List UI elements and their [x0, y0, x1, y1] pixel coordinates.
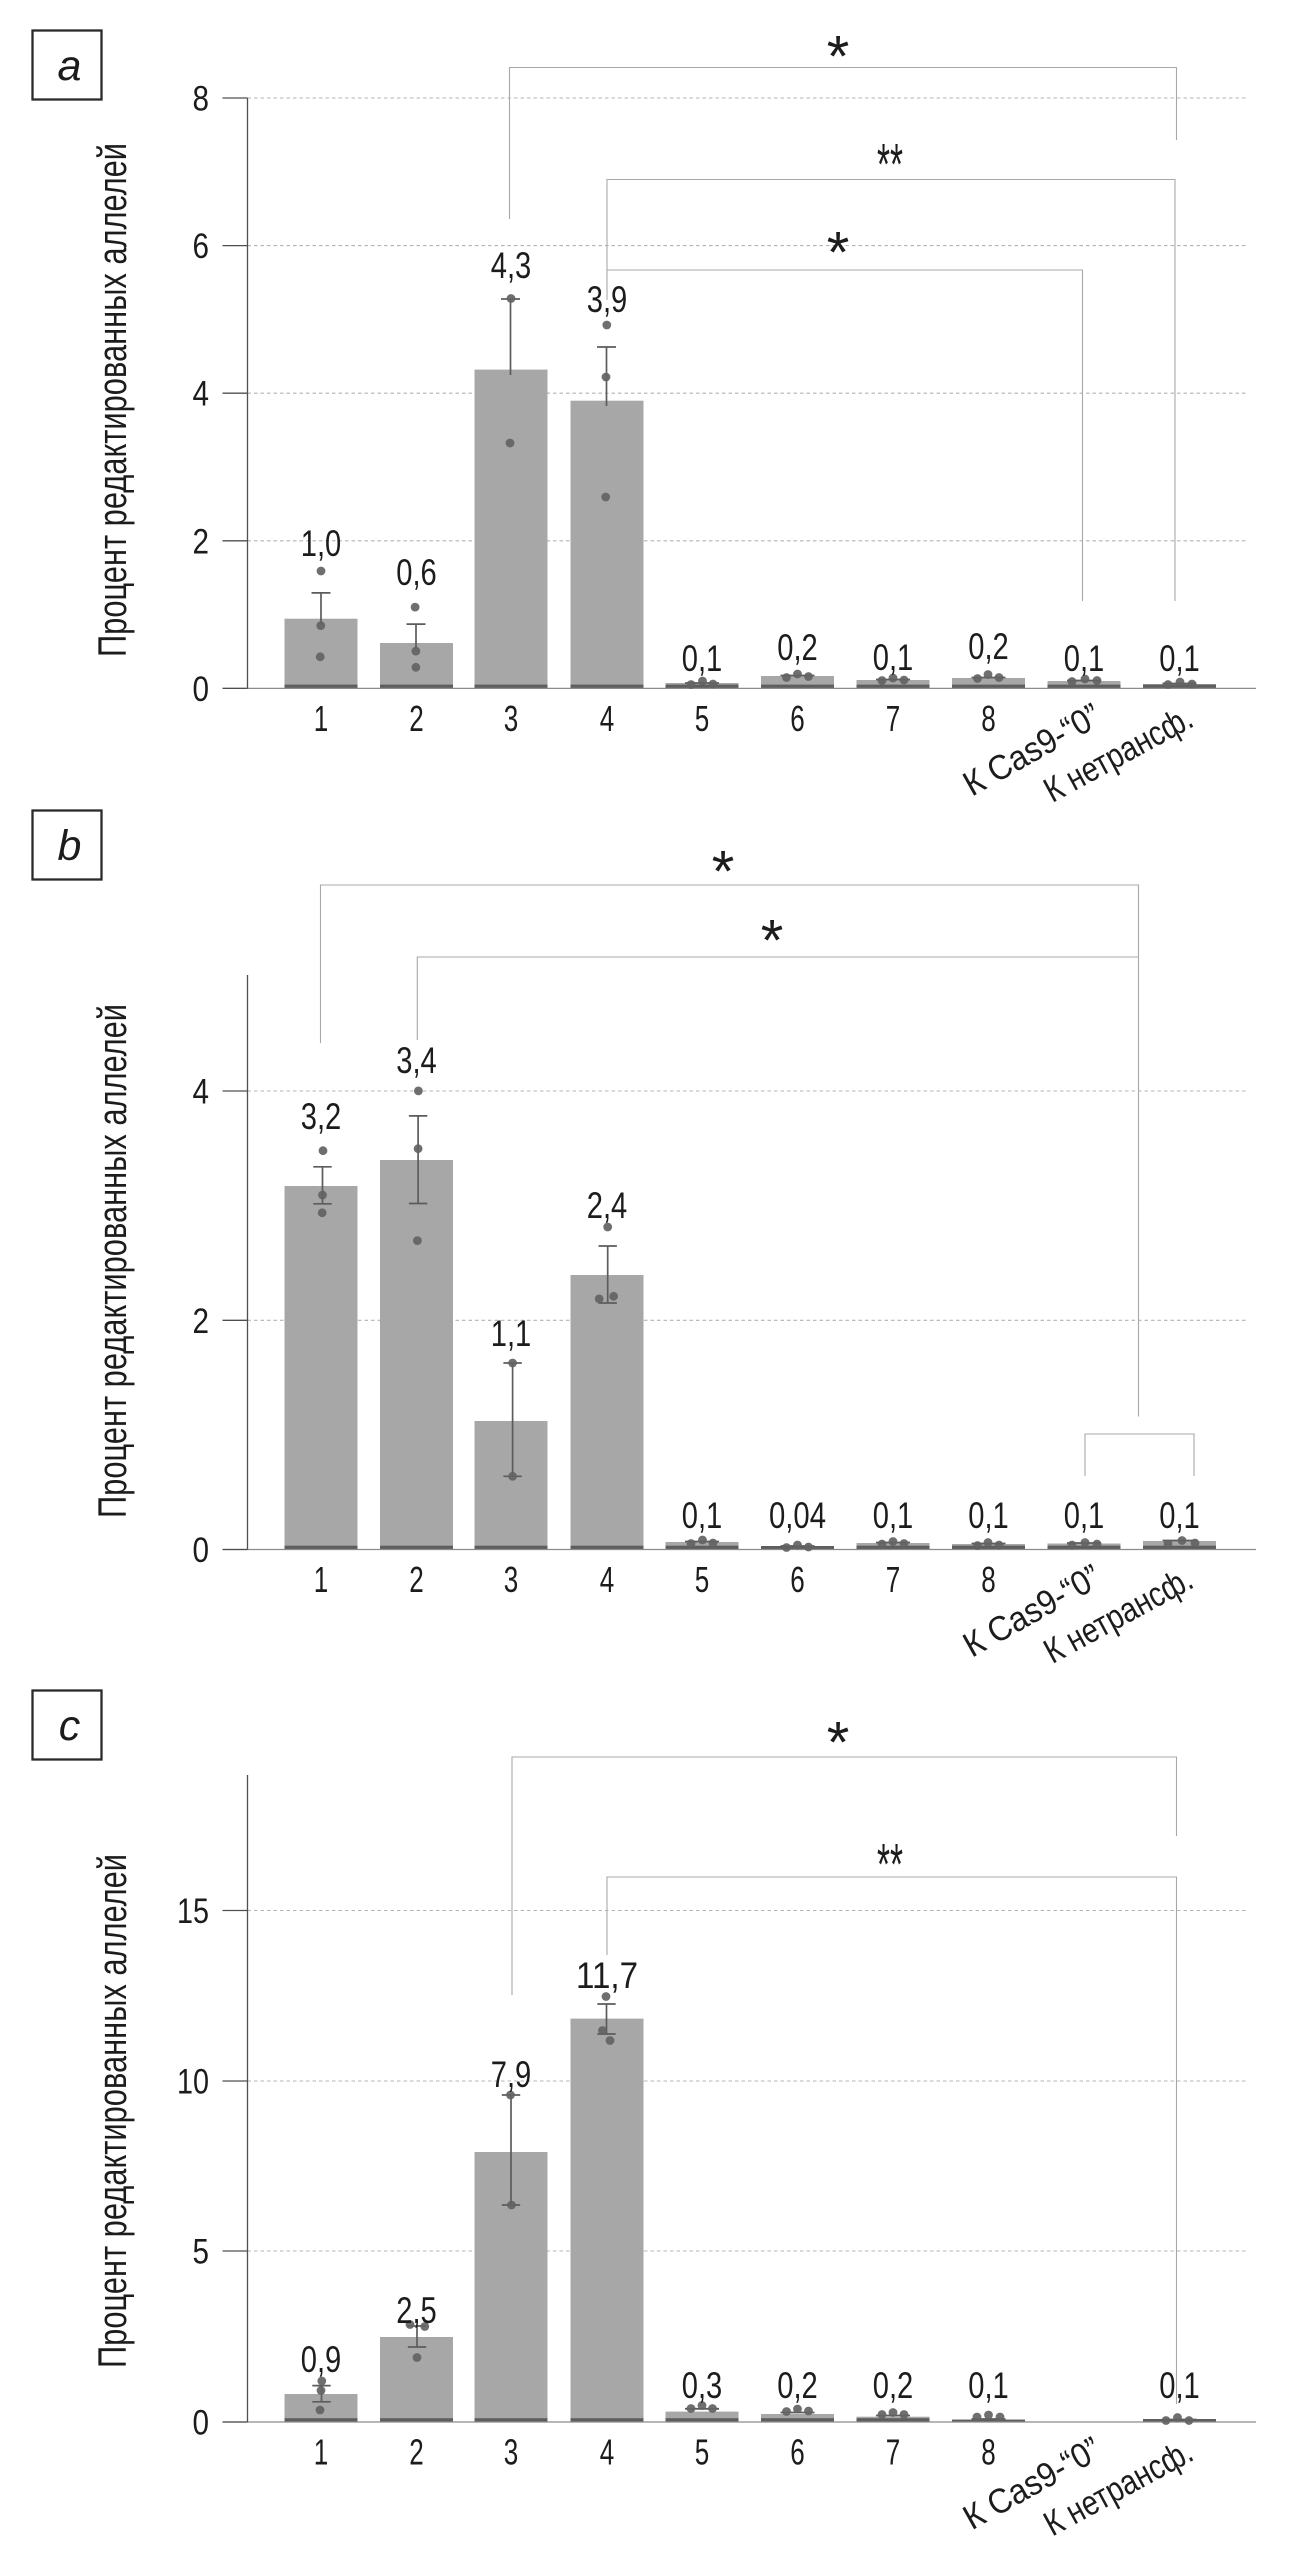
svg-text:0,1: 0,1 — [968, 2365, 1009, 2406]
svg-text:3,9: 3,9 — [587, 279, 628, 320]
svg-text:*: * — [827, 1711, 850, 1776]
svg-text:4: 4 — [600, 698, 615, 739]
svg-text:0,2: 0,2 — [873, 2365, 914, 2406]
svg-text:5: 5 — [695, 2432, 710, 2473]
svg-text:4: 4 — [193, 375, 210, 414]
svg-text:4: 4 — [193, 1073, 210, 1112]
svg-text:8: 8 — [981, 1559, 996, 1600]
svg-text:0,2: 0,2 — [968, 626, 1009, 667]
svg-text:0,04: 0,04 — [769, 1495, 826, 1536]
svg-text:0,1: 0,1 — [682, 1495, 723, 1536]
svg-text:2: 2 — [193, 522, 210, 561]
svg-text:c: c — [59, 1702, 81, 1750]
svg-text:1: 1 — [314, 1559, 329, 1600]
svg-text:1: 1 — [314, 698, 329, 739]
svg-text:0,1: 0,1 — [873, 1495, 914, 1536]
svg-text:3,4: 3,4 — [396, 1040, 437, 1081]
svg-text:6: 6 — [790, 698, 805, 739]
svg-text:0,3: 0,3 — [682, 2365, 723, 2406]
svg-text:4,3: 4,3 — [491, 245, 532, 286]
svg-text:3: 3 — [504, 2432, 519, 2473]
svg-text:*: * — [712, 840, 735, 905]
svg-text:*: * — [827, 25, 850, 90]
svg-text:4: 4 — [600, 2432, 615, 2473]
svg-text:**: ** — [877, 133, 903, 198]
svg-text:1,1: 1,1 — [491, 1313, 532, 1354]
svg-text:1: 1 — [314, 2432, 329, 2473]
svg-text:0: 0 — [193, 2404, 210, 2443]
svg-text:3: 3 — [504, 1559, 519, 1600]
svg-text:0,1: 0,1 — [1159, 2365, 1200, 2406]
svg-text:5: 5 — [695, 1559, 710, 1600]
svg-text:0,6: 0,6 — [396, 552, 437, 593]
svg-text:0,9: 0,9 — [301, 2339, 342, 2380]
svg-text:*: * — [761, 909, 784, 974]
svg-text:2,5: 2,5 — [396, 2290, 437, 2331]
svg-text:5: 5 — [695, 698, 710, 739]
svg-text:2: 2 — [409, 2432, 424, 2473]
svg-text:0,1: 0,1 — [873, 637, 914, 678]
svg-text:2: 2 — [409, 1559, 424, 1600]
svg-text:0,2: 0,2 — [777, 627, 818, 668]
svg-text:0,1: 0,1 — [968, 1495, 1009, 1536]
svg-text:2: 2 — [193, 1302, 210, 1341]
svg-text:6: 6 — [193, 227, 210, 266]
svg-text:a: a — [58, 42, 82, 90]
svg-text:1,0: 1,0 — [301, 523, 342, 564]
svg-text:2: 2 — [409, 698, 424, 739]
svg-text:0,1: 0,1 — [1064, 1495, 1105, 1536]
svg-text:8: 8 — [981, 2432, 996, 2473]
svg-text:6: 6 — [790, 1559, 805, 1600]
svg-text:0,1: 0,1 — [1159, 638, 1200, 679]
svg-text:4: 4 — [600, 1559, 615, 1600]
svg-text:0: 0 — [193, 1531, 210, 1570]
svg-text:0,1: 0,1 — [1159, 1495, 1200, 1536]
svg-text:10: 10 — [177, 2063, 209, 2102]
svg-text:0: 0 — [193, 670, 210, 709]
svg-text:Процент редактированных аллеле: Процент редактированных аллелей — [91, 143, 135, 657]
svg-text:5: 5 — [193, 2233, 210, 2272]
svg-text:15: 15 — [177, 1892, 209, 1931]
svg-text:Процент редактированных аллеле: Процент редактированных аллелей — [91, 1854, 135, 2368]
svg-text:b: b — [58, 822, 82, 870]
svg-text:0,2: 0,2 — [777, 2365, 818, 2406]
svg-text:6: 6 — [790, 2432, 805, 2473]
svg-text:0,1: 0,1 — [1064, 638, 1105, 679]
svg-text:3,2: 3,2 — [301, 1096, 342, 1137]
svg-text:Процент редактированных аллеле: Процент редактированных аллелей — [91, 1004, 135, 1518]
svg-text:11,7: 11,7 — [576, 1955, 638, 1996]
svg-text:*: * — [827, 221, 850, 286]
svg-text:8: 8 — [981, 698, 996, 739]
svg-text:7: 7 — [886, 698, 901, 739]
svg-text:0,1: 0,1 — [682, 638, 723, 679]
svg-text:3: 3 — [504, 698, 519, 739]
svg-text:2,4: 2,4 — [587, 1185, 628, 1226]
svg-text:7: 7 — [886, 2432, 901, 2473]
svg-text:8: 8 — [193, 80, 210, 119]
svg-text:7: 7 — [886, 1559, 901, 1600]
svg-text:7,9: 7,9 — [491, 2054, 532, 2095]
svg-text:**: ** — [877, 1833, 903, 1898]
